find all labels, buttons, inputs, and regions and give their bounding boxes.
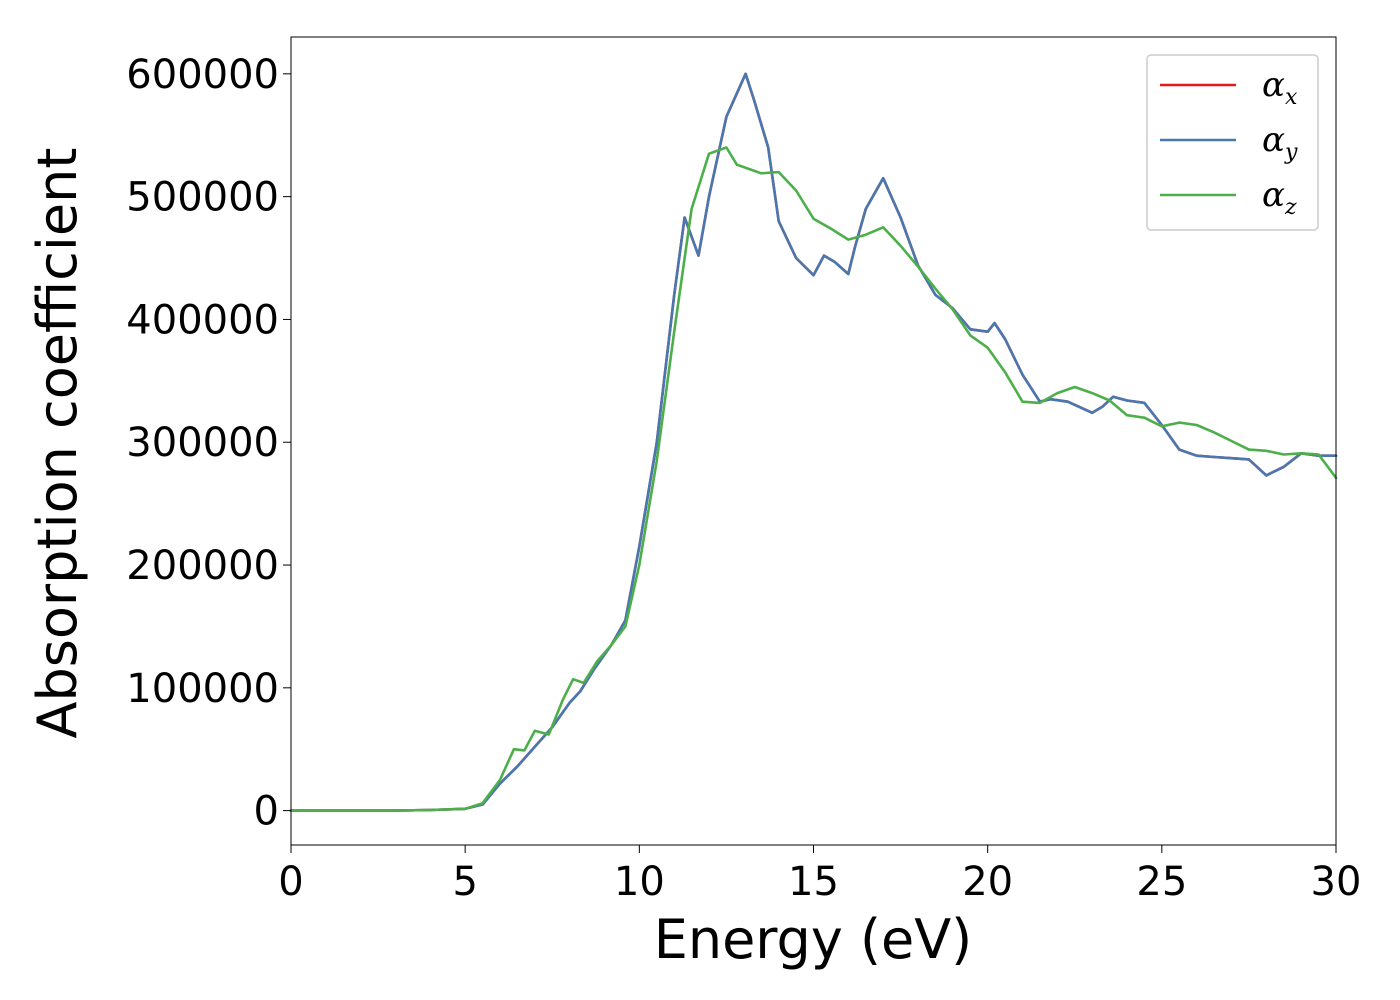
y-tick-label: 0	[254, 789, 279, 835]
series-line-z	[289, 146, 1338, 812]
y-tick-label: 300000	[126, 420, 279, 466]
x-tick-label: 5	[452, 859, 477, 905]
y-axis-ticks: 0 100000 200000 300000 400000 500000 600000	[126, 52, 291, 835]
x-axis-ticks: 0 5 10 15 20 25 30	[278, 845, 1361, 905]
legend-label-y: αy	[1262, 120, 1298, 165]
x-tick-label: 0	[278, 859, 303, 905]
legend: αx αy αz	[1146, 54, 1319, 231]
x-axis-label: Energy (eV)	[654, 908, 973, 971]
legend-label-z: αz	[1262, 175, 1297, 220]
x-tick-label: 10	[614, 859, 665, 905]
y-tick-label: 600000	[126, 52, 279, 98]
y-axis-label: Absorption coefficient	[26, 148, 89, 739]
series-line-y	[289, 72, 1338, 812]
plot-lines	[289, 72, 1338, 812]
y-tick-label: 400000	[126, 297, 279, 343]
x-tick-label: 25	[1136, 859, 1187, 905]
legend-box	[1146, 54, 1319, 231]
y-tick-label: 200000	[126, 543, 279, 589]
x-tick-label: 30	[1311, 859, 1362, 905]
x-tick-label: 15	[788, 859, 839, 905]
y-tick-label: 500000	[126, 175, 279, 221]
y-tick-label: 100000	[126, 666, 279, 712]
x-tick-label: 20	[962, 859, 1013, 905]
legend-label-x: αx	[1262, 65, 1298, 110]
